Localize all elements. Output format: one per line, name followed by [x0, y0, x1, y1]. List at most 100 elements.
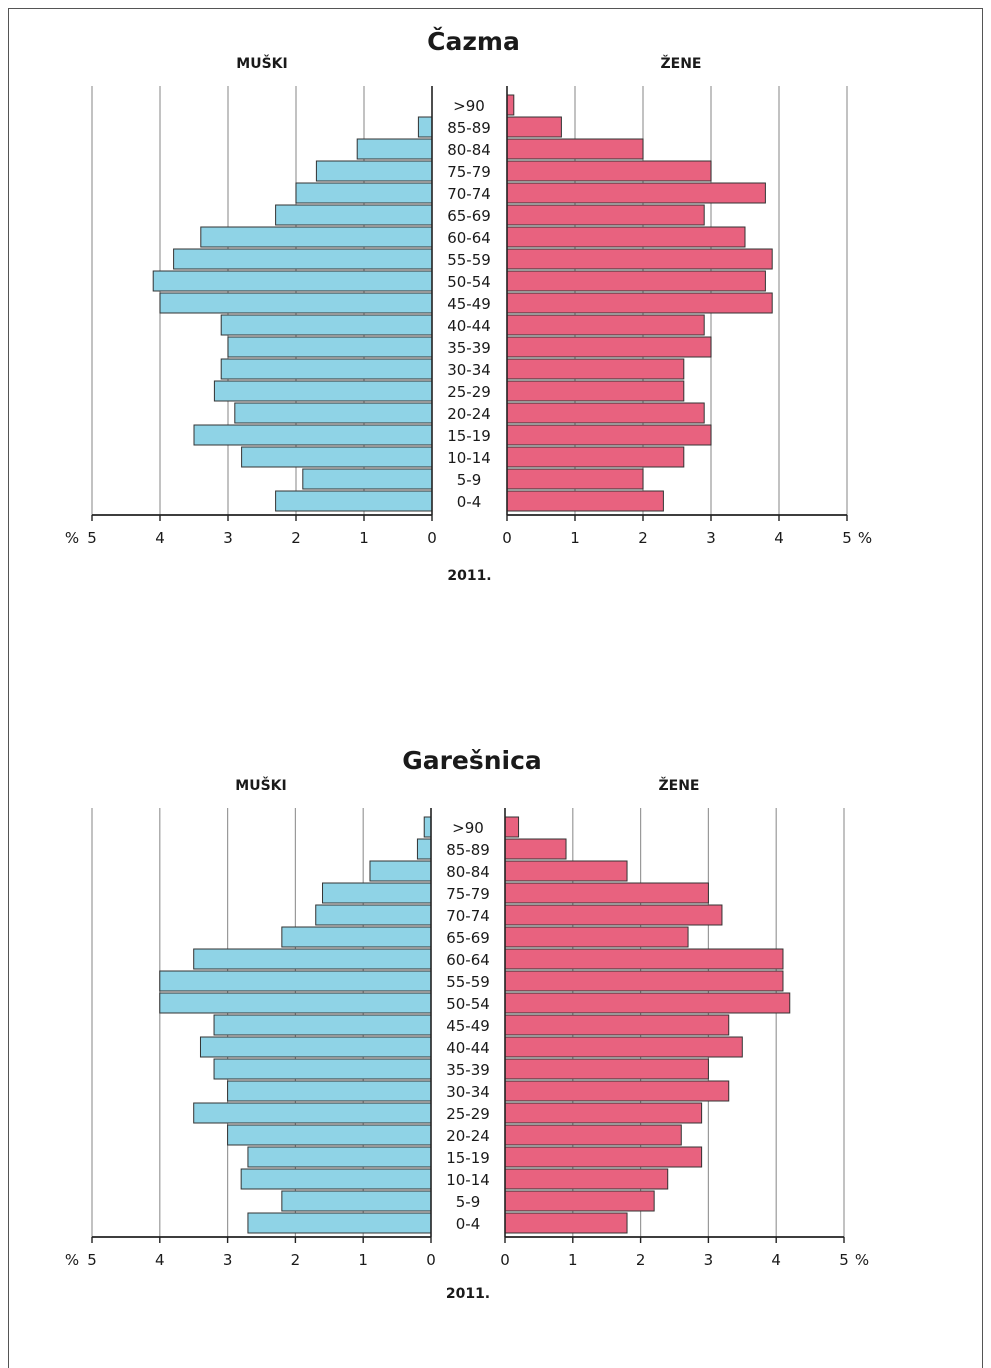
- bar-male-0-4: [275, 490, 433, 512]
- bar-male-40-44: [199, 1036, 432, 1058]
- category-label: 10-14: [446, 1171, 490, 1189]
- unit-label-right: %: [855, 1251, 869, 1269]
- category-label: 20-24: [446, 1127, 490, 1145]
- category-label: 60-64: [446, 951, 490, 969]
- bar-male-20-24: [234, 402, 433, 424]
- category-label: 35-39: [446, 1061, 490, 1079]
- unit-label-left: %: [65, 1251, 79, 1269]
- bar-male-10-14: [241, 446, 433, 468]
- bar-male-50-54: [152, 270, 433, 292]
- category-label: >90: [452, 819, 484, 837]
- category-label: 75-79: [446, 885, 490, 903]
- category-label: 15-19: [446, 1149, 490, 1167]
- bar-female-60-64: [504, 948, 784, 970]
- category-label: 70-74: [446, 907, 490, 925]
- category-label: 45-49: [446, 1017, 490, 1035]
- bar-female-5-9: [504, 1190, 655, 1212]
- tick-label-male: 4: [155, 1251, 165, 1269]
- male-label: MUŠKI: [236, 54, 287, 72]
- bar-female-15-19: [504, 1146, 703, 1168]
- bar-female-65-69: [506, 204, 705, 226]
- tick-label-female: 1: [568, 1251, 578, 1269]
- year-label: 2011.: [447, 568, 491, 584]
- tick-label-female: 3: [706, 529, 716, 547]
- tick-label-male: 5: [87, 1251, 97, 1269]
- bar-female-10-14: [504, 1168, 669, 1190]
- bar-male-20-24: [227, 1124, 432, 1146]
- tick-label-male: 1: [358, 1251, 368, 1269]
- bar-female-45-49: [506, 292, 773, 314]
- bar-male-60-64: [193, 948, 432, 970]
- category-label: 50-54: [446, 995, 490, 1013]
- bar-female-20-24: [504, 1124, 682, 1146]
- pyramid-chart-1: Čazma MUŠKI ŽENE >90 85-89 80-84 75-79 70-74 65-…: [65, 26, 872, 584]
- chart-title: Garešnica: [402, 746, 542, 775]
- tick-label-female: 5: [839, 1251, 849, 1269]
- tick-label-female: 4: [774, 529, 784, 547]
- category-label: 10-14: [447, 449, 491, 467]
- bar-male-45-49: [213, 1014, 432, 1036]
- bar-male-35-39: [213, 1058, 432, 1080]
- female-label: ŽENE: [661, 55, 702, 72]
- category-label: 50-54: [447, 273, 491, 291]
- category-label: 70-74: [447, 185, 491, 203]
- bar-female-85-89: [504, 838, 567, 860]
- bar-male->90: [423, 816, 432, 838]
- bar-female->90: [506, 94, 515, 116]
- bar-male-80-84: [369, 860, 432, 882]
- category-label: 60-64: [447, 229, 491, 247]
- bar-male-30-34: [220, 358, 433, 380]
- bar-male-55-59: [173, 248, 433, 270]
- bar-male-75-79: [322, 882, 432, 904]
- bar-male-15-19: [247, 1146, 432, 1168]
- male-label: MUŠKI: [235, 776, 286, 794]
- bar-female-55-59: [506, 248, 773, 270]
- category-label: 55-59: [447, 251, 491, 269]
- category-label: 35-39: [447, 339, 491, 357]
- bar-male-25-29: [213, 380, 433, 402]
- bar-male-15-19: [193, 424, 433, 446]
- bar-female-80-84: [506, 138, 644, 160]
- unit-label-left: %: [65, 529, 79, 547]
- category-label: 20-24: [447, 405, 491, 423]
- year-label: 2011.: [446, 1286, 490, 1302]
- category-label: 0-4: [456, 1215, 481, 1233]
- tick-label-male: 3: [223, 1251, 233, 1269]
- bar-male-5-9: [302, 468, 433, 490]
- bar-female-25-29: [506, 380, 685, 402]
- chart-title: Čazma: [427, 26, 520, 56]
- bar-female-35-39: [506, 336, 712, 358]
- bar-female-0-4: [504, 1212, 628, 1234]
- tick-label-female: 3: [704, 1251, 714, 1269]
- bar-male-65-69: [275, 204, 433, 226]
- tick-label-female: 4: [771, 1251, 781, 1269]
- bar-female-5-9: [506, 468, 644, 490]
- bar-male-50-54: [159, 992, 432, 1014]
- bar-female-45-49: [504, 1014, 730, 1036]
- tick-label-female: 2: [636, 1251, 646, 1269]
- bar-male-10-14: [240, 1168, 432, 1190]
- bar-female-60-64: [506, 226, 746, 248]
- category-label: 30-34: [447, 361, 491, 379]
- bar-male-85-89: [417, 116, 433, 138]
- category-label: 15-19: [447, 427, 491, 445]
- bar-female-50-54: [506, 270, 766, 292]
- bar-female-80-84: [504, 860, 628, 882]
- category-label: 75-79: [447, 163, 491, 181]
- tick-label-male: 4: [155, 529, 165, 547]
- bar-male-30-34: [227, 1080, 432, 1102]
- bar-male-65-69: [281, 926, 432, 948]
- category-label: 85-89: [446, 841, 490, 859]
- tick-label-female: 0: [502, 529, 512, 547]
- bar-female-15-19: [506, 424, 712, 446]
- category-label: 65-69: [447, 207, 491, 225]
- bar-male-5-9: [281, 1190, 432, 1212]
- category-label: 80-84: [446, 863, 490, 881]
- category-label: 85-89: [447, 119, 491, 137]
- tick-label-male: 2: [291, 1251, 301, 1269]
- tick-label-male: 1: [359, 529, 369, 547]
- category-label: 40-44: [447, 317, 491, 335]
- bar-female-35-39: [504, 1058, 709, 1080]
- tick-label-male: 2: [291, 529, 301, 547]
